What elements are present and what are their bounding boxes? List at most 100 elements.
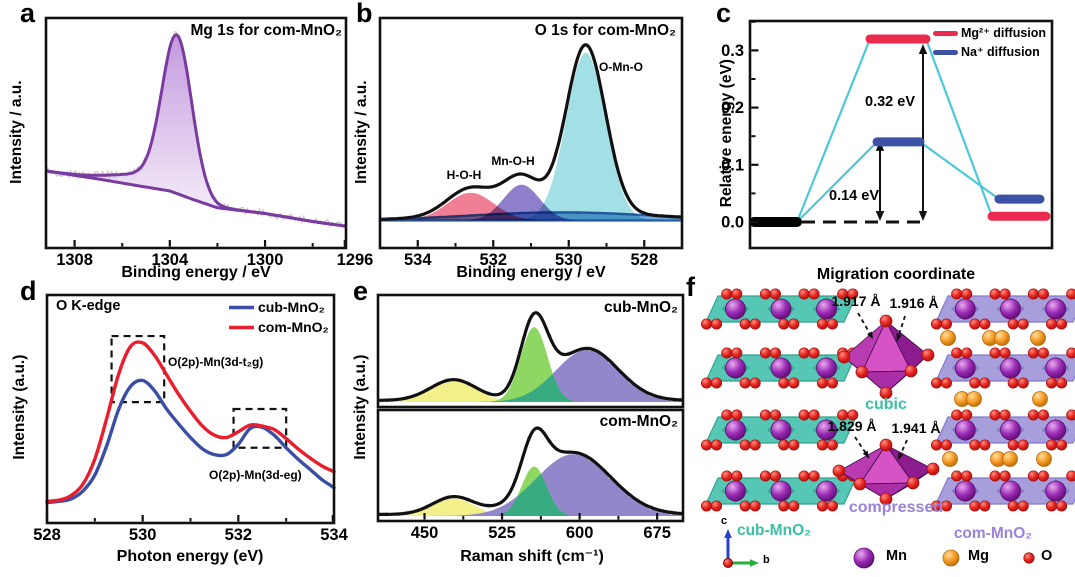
- panel-a-title: Mg 1s for com-MnO₂: [190, 22, 342, 39]
- o-atom: [940, 377, 953, 389]
- o-atom: [1066, 288, 1075, 300]
- panel-d-xaxis-label: Photon energy (eV): [116, 548, 264, 565]
- panel-e-yaxis-label: Intensity (a.u.): [351, 354, 369, 460]
- o-atom: [961, 347, 973, 359]
- annotation-t2g: O(2p)-Mn(3d-t₂g): [168, 355, 264, 369]
- legend-o-sphere: [1023, 552, 1035, 564]
- component-O-Mn-O: [380, 52, 682, 221]
- o-atom: [989, 288, 1001, 300]
- mg1s-envelope-curve: [45, 33, 347, 228]
- o-atom: [1066, 470, 1075, 482]
- o-atom: [879, 314, 893, 328]
- panel-a-plot: 1308 1304 1300 1296: [44, 16, 374, 269]
- o-atom: [999, 470, 1011, 482]
- panel-c-plot: 0.3 0.2 0.1 0.0: [721, 19, 1054, 250]
- o-atom: [759, 347, 771, 359]
- o-atom: [906, 476, 920, 490]
- annotation-eg: O(2p)-Mn(3d-eg): [209, 468, 302, 482]
- o-atom: [1027, 347, 1039, 359]
- o-atom: [926, 462, 940, 476]
- o1s-envelope-curve: [380, 43, 683, 221]
- svg-text:534: 534: [320, 526, 348, 544]
- svg-text:1296: 1296: [337, 251, 374, 269]
- o-atom: [759, 470, 771, 482]
- o-atom: [969, 439, 981, 451]
- o-atom: [1066, 347, 1075, 359]
- legend-mg-diffusion: Mg²⁺ diffusion: [961, 26, 1047, 40]
- o-atom: [1046, 377, 1058, 389]
- o-atom: [739, 318, 751, 330]
- o-atom: [759, 409, 771, 421]
- o-atom: [1056, 318, 1068, 330]
- axis-label-c: c: [721, 515, 728, 527]
- mn-atom: [1045, 480, 1067, 502]
- atom-legend-mg: Mg: [968, 548, 989, 564]
- o-atom: [1027, 288, 1039, 300]
- o-atom: [961, 409, 973, 421]
- o-atom: [721, 409, 733, 421]
- mn-atom: [725, 419, 746, 441]
- o-atom: [700, 377, 713, 389]
- o-atom: [979, 318, 991, 330]
- o-atom: [721, 288, 733, 300]
- raman-envelope-curve: [377, 426, 684, 516]
- o-atom: [961, 288, 973, 300]
- o-atom: [1056, 439, 1068, 451]
- o-atom: [1066, 409, 1075, 421]
- o-atom: [940, 318, 953, 330]
- o-atom: [1007, 439, 1019, 451]
- o-atom: [1007, 500, 1019, 512]
- mn-atom: [954, 298, 976, 320]
- o-atom: [930, 318, 943, 330]
- xas-curve-cub-MnO₂: [45, 378, 336, 505]
- mn-atom: [816, 298, 837, 320]
- panel-label-b: b: [356, 0, 373, 28]
- o-atom: [1046, 500, 1058, 512]
- mn-atom: [954, 419, 976, 441]
- o-atom: [769, 470, 781, 482]
- o-atom: [879, 386, 893, 400]
- o-atom: [769, 347, 781, 359]
- svg-text:525: 525: [488, 524, 516, 542]
- panel-d-note: O K-edge: [56, 298, 121, 314]
- structure-label-com: com-MnO₂: [953, 525, 1033, 542]
- svg-text:532: 532: [225, 526, 253, 544]
- mn-atom: [725, 357, 746, 379]
- mn-atom: [954, 357, 976, 379]
- o-atom: [731, 470, 743, 482]
- structure-label-cub: cub-MnO₂: [736, 522, 812, 539]
- mg-atom: [1030, 330, 1046, 346]
- o-atom: [778, 439, 790, 451]
- svg-text:0.1: 0.1: [721, 156, 744, 174]
- o-atom: [826, 318, 838, 330]
- atom-legend-o: O: [1041, 548, 1053, 564]
- panel-a-yaxis-label: Intensity / a.u.: [7, 80, 25, 184]
- mn-atom: [1045, 298, 1067, 320]
- svg-text:532: 532: [479, 251, 507, 269]
- o-atom: [739, 377, 751, 389]
- o-atom: [921, 348, 935, 362]
- o-atom: [1027, 409, 1039, 421]
- o-atom: [721, 347, 733, 359]
- o-atom: [999, 288, 1011, 300]
- o-atom: [798, 347, 810, 359]
- o-atom: [808, 347, 820, 359]
- mg-atom: [1032, 391, 1048, 407]
- peak-label-hoh: H-O-H: [446, 168, 482, 182]
- legend-cub-mno2: cub-MnO₂: [258, 299, 325, 315]
- o-atom: [778, 318, 790, 330]
- o-atom: [710, 439, 723, 451]
- o-atom: [788, 318, 800, 330]
- legend-mg-sphere: [942, 549, 960, 567]
- panel-e-xaxis-label: Raman shift (cm⁻¹): [460, 548, 604, 565]
- raman-band-green: [378, 327, 683, 402]
- o-atom: [930, 377, 943, 389]
- o-atom: [808, 409, 820, 421]
- o-atom: [788, 377, 800, 389]
- raman-band-purple: [378, 350, 683, 402]
- o-atom: [731, 409, 743, 421]
- bond-length-compressed-left: 1.829 Å: [827, 418, 877, 434]
- o-atom: [798, 409, 810, 421]
